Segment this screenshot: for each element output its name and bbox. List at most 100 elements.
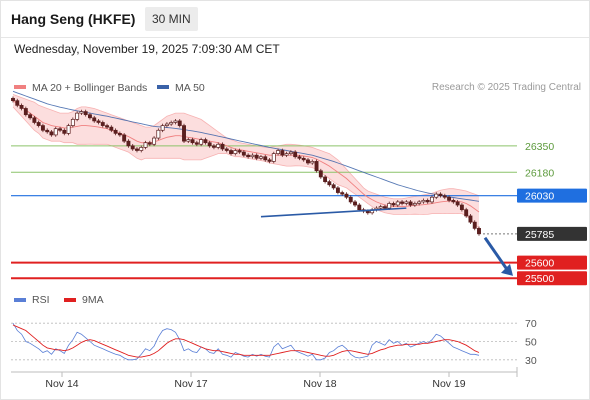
candle-body — [32, 117, 37, 123]
candle-body — [348, 196, 353, 203]
level-label-26180: 26180 — [525, 167, 554, 179]
candle-body — [387, 203, 392, 209]
candle-body — [211, 145, 216, 148]
candle-body — [288, 151, 293, 154]
candle-body — [23, 108, 28, 116]
candle-body — [335, 187, 340, 193]
rsi-tick-70: 70 — [525, 318, 537, 330]
level-box-25500 — [517, 271, 587, 286]
level-label-25785: 25785 — [525, 229, 554, 241]
ma50-line — [12, 90, 480, 202]
candle-body — [271, 153, 276, 162]
level-label-26030: 26030 — [525, 191, 554, 203]
candle-body — [28, 114, 33, 119]
candle-body — [152, 137, 157, 145]
candle-body — [408, 201, 413, 206]
candle-body — [447, 196, 452, 201]
candle-body — [246, 154, 251, 158]
candle-body — [169, 122, 174, 125]
candle-body — [451, 199, 456, 203]
candle-body — [199, 139, 204, 145]
candle-body — [11, 97, 15, 102]
candle-body — [122, 134, 127, 142]
candle-body — [130, 145, 135, 150]
x-tick-label: Nov 17 — [174, 378, 207, 390]
trendline — [260, 207, 407, 218]
x-tick-label: Nov 19 — [432, 378, 465, 390]
candle-body — [233, 150, 238, 154]
candle-body — [417, 201, 422, 204]
candle-body — [241, 151, 246, 156]
candle-body — [70, 119, 75, 126]
candle-body — [365, 210, 370, 214]
candle-body — [117, 133, 122, 136]
candle-body — [378, 206, 383, 209]
legend-label: MA 20 + Bollinger Bands — [32, 82, 147, 94]
legend-swatch — [157, 85, 169, 89]
rsi-tick-30: 30 — [525, 355, 537, 367]
candle-body — [229, 150, 233, 154]
candle-body — [259, 156, 263, 159]
candle-body — [113, 129, 118, 134]
candle-body — [92, 117, 97, 122]
candle-body — [203, 139, 208, 144]
candle-body — [357, 204, 362, 211]
bollinger-bands — [12, 94, 480, 229]
bollinger-upper-line — [12, 94, 480, 200]
price-legend: MA 20 + Bollinger Bands MA 50 — [14, 82, 205, 94]
timeframe-button[interactable]: 30 MIN — [145, 7, 198, 31]
watermark: Research © 2025 Trading Central — [432, 82, 581, 93]
candle-body — [36, 122, 41, 126]
candle-body — [301, 157, 306, 161]
candle-body — [126, 140, 131, 147]
level-box-25600 — [517, 255, 587, 270]
candle-body — [216, 143, 221, 148]
candle-body — [139, 147, 144, 151]
candle-body — [164, 123, 169, 126]
candle-body — [182, 125, 186, 142]
candle-body — [395, 201, 400, 206]
x-tick-label: Nov 18 — [303, 378, 336, 390]
candle-body — [468, 215, 473, 223]
candle-body — [160, 125, 165, 131]
candle-body — [83, 111, 88, 116]
rsi-panel: 70 50 30 — [11, 318, 537, 367]
candle-body — [62, 129, 67, 134]
forecast-arrow-head — [501, 263, 513, 276]
legend-swatch — [14, 85, 26, 89]
candle-body — [421, 199, 426, 203]
candle-body — [105, 125, 110, 128]
candle-body — [224, 148, 229, 151]
candle-body — [237, 150, 242, 153]
candle-body — [310, 161, 315, 164]
candle-body — [194, 142, 199, 145]
candle-body — [173, 120, 178, 123]
candle-body — [143, 142, 148, 148]
price-levels — [11, 145, 517, 280]
candle-body — [382, 206, 387, 209]
chart-header: Hang Seng (HKFE) 30 MIN — [1, 1, 589, 38]
candle-body — [100, 122, 105, 126]
candle-body — [88, 114, 92, 119]
candle-body — [66, 125, 71, 134]
annotations — [260, 207, 513, 276]
candle-body — [40, 125, 45, 131]
candle-body — [331, 184, 336, 189]
candle-body — [267, 159, 272, 162]
bollinger-lower-line — [12, 106, 480, 229]
candle-body — [400, 201, 404, 204]
level-box-26030 — [517, 188, 587, 203]
level-box-25785 — [517, 226, 587, 241]
candle-body — [96, 120, 101, 123]
rsi-legend-label: RSI — [32, 294, 50, 306]
candle-body — [340, 192, 345, 195]
candle-body — [75, 112, 80, 120]
candle-body — [186, 139, 191, 142]
candle-body — [49, 131, 54, 136]
forecast-arrow-shaft — [483, 236, 510, 272]
candle-body — [135, 148, 139, 151]
candle-body — [425, 199, 430, 203]
candle-body — [438, 193, 443, 197]
rsi-legend-swatch — [14, 298, 26, 302]
